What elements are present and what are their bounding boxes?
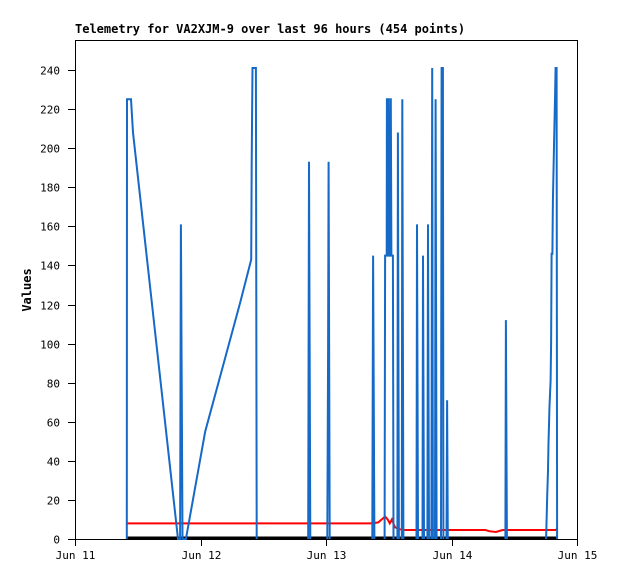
series-channel-blue bbox=[383, 98, 395, 540]
series-channel-blue bbox=[371, 255, 376, 540]
x-tick-label: Jun 14 bbox=[433, 549, 473, 562]
y-tick-label: 240 bbox=[40, 65, 60, 78]
series-channel-blue bbox=[426, 224, 430, 540]
y-axis-label: Values bbox=[20, 268, 34, 311]
series-channel-blue bbox=[430, 67, 434, 540]
y-tick-label: 40 bbox=[47, 456, 60, 469]
x-tick-label: Jun 13 bbox=[307, 549, 347, 562]
series-channel-blue bbox=[434, 99, 438, 540]
series-channel-blue bbox=[400, 99, 405, 540]
series-channel-blue bbox=[307, 161, 312, 540]
x-tick-label: Jun 11 bbox=[56, 549, 96, 562]
series-channel-blue bbox=[445, 400, 449, 540]
y-tick-label: 160 bbox=[40, 221, 60, 234]
y-tick-label: 140 bbox=[40, 260, 60, 273]
series-channel-blue bbox=[440, 67, 445, 540]
y-tick-label: 60 bbox=[47, 417, 60, 430]
y-tick-label: 200 bbox=[40, 143, 60, 156]
y-tick-label: 100 bbox=[40, 339, 60, 352]
y-tick-label: 120 bbox=[40, 300, 60, 313]
series-channel-blue bbox=[326, 161, 331, 540]
series-channel-red bbox=[126, 515, 558, 534]
y-tick-label: 80 bbox=[47, 378, 60, 391]
series-channel-blue bbox=[396, 132, 400, 540]
series-channel-blue bbox=[125, 67, 258, 540]
y-tick-label: 180 bbox=[40, 182, 60, 195]
series-channel-blue bbox=[421, 255, 425, 540]
x-tick-label: Jun 12 bbox=[182, 549, 222, 562]
chart-title: Telemetry for VA2XJM-9 over last 96 hour… bbox=[75, 22, 466, 36]
y-tick-label: 20 bbox=[47, 495, 60, 508]
series-channel-blue bbox=[545, 67, 559, 540]
series-channel-blue bbox=[415, 224, 419, 540]
y-tick-label: 0 bbox=[53, 534, 60, 547]
y-tick-label: 220 bbox=[40, 104, 60, 117]
x-tick-label: Jun 15 bbox=[558, 549, 598, 562]
series-channel-blue bbox=[504, 320, 508, 540]
